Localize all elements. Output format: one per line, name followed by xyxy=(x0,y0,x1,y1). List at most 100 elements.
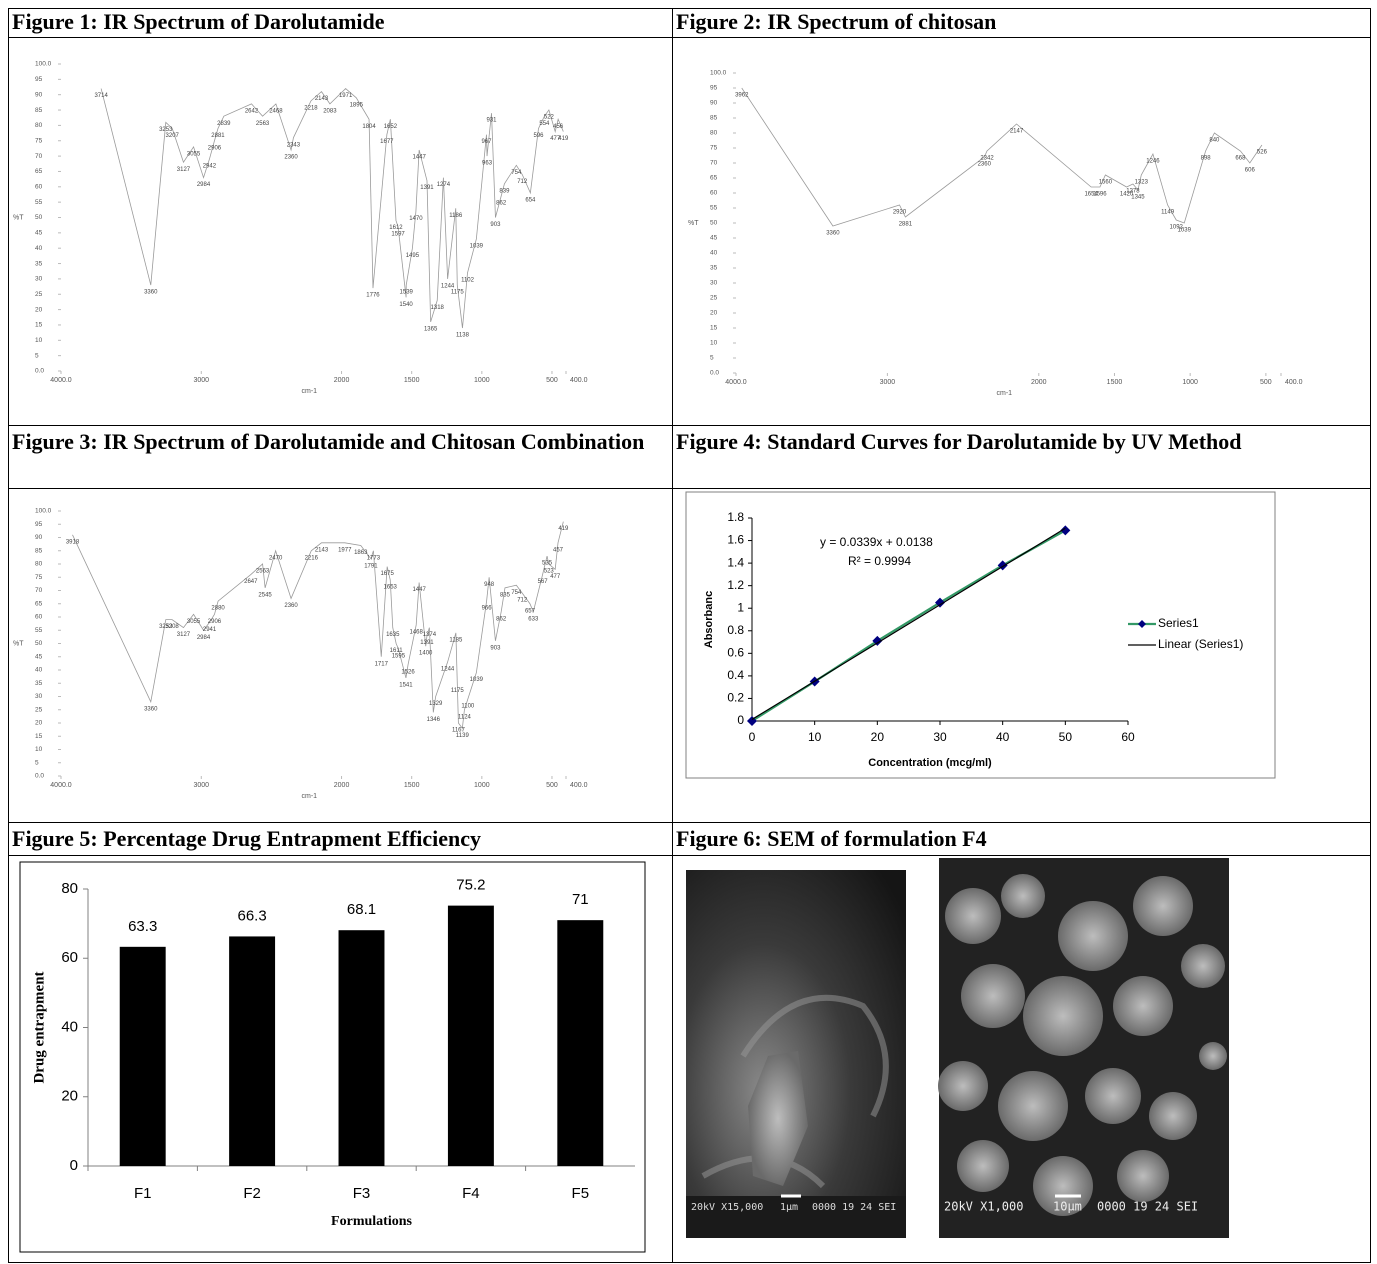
x-tick-label: F2 xyxy=(243,1185,261,1202)
y-tick-label: 20 xyxy=(35,306,43,313)
peak-label: 1539 xyxy=(400,290,414,296)
y-tick-label: 50 xyxy=(35,640,43,647)
y-tick-label: 1.8 xyxy=(727,510,744,524)
peak-label: 963 xyxy=(482,161,493,167)
peak-label: 1329 xyxy=(429,701,443,707)
peak-label: 526 xyxy=(1257,150,1268,156)
bar xyxy=(448,906,494,1166)
ir-spectrum: 0.05101520253035404550556065707580859095… xyxy=(9,38,672,425)
peak-label: 967 xyxy=(481,139,492,145)
y-axis-label: Drug entrapment xyxy=(31,971,47,1083)
peak-label: 2906 xyxy=(208,619,222,625)
x-tick-label: 3000 xyxy=(193,377,209,384)
peak-label: 835 xyxy=(500,592,511,598)
peak-label: 2216 xyxy=(305,555,319,561)
y-tick-label: 35 xyxy=(35,680,43,687)
peak-label: 1652 xyxy=(384,124,398,130)
peak-label: 2839 xyxy=(217,121,231,127)
x-tick-label: 400.0 xyxy=(1285,379,1303,386)
spectrum-line xyxy=(101,89,563,328)
rule xyxy=(1370,8,1371,1263)
peak-label: 1175 xyxy=(451,688,465,694)
spectrum-line xyxy=(742,88,1262,226)
y-tick-label: 95 xyxy=(35,521,43,528)
peak-label: 1541 xyxy=(399,683,413,689)
y-tick-label: 15 xyxy=(35,733,43,740)
peak-label: 1318 xyxy=(431,305,445,311)
peak-label: 535 xyxy=(542,561,553,567)
x-tick-label: 2000 xyxy=(1031,379,1047,386)
peak-label: 1526 xyxy=(401,669,415,675)
x-tick-label: F3 xyxy=(353,1185,371,1202)
peak-label: 606 xyxy=(1245,168,1256,174)
peak-label: 2343 xyxy=(287,142,301,148)
peak-label: 840 xyxy=(1209,138,1220,144)
y-tick-label: 0 xyxy=(737,713,744,727)
y-tick-label: 85 xyxy=(35,107,43,114)
x-tick-label: 2000 xyxy=(334,782,350,789)
x-tick-label: 30 xyxy=(933,730,947,744)
peak-label: 1447 xyxy=(412,155,426,161)
peak-label: 2920 xyxy=(893,210,907,216)
bar xyxy=(229,936,275,1166)
sem-scale: 10µm xyxy=(1053,1200,1082,1214)
caption: Figure 6: SEM of formulation F4 xyxy=(676,824,1356,854)
peak-label: 754 xyxy=(511,170,522,176)
peak-label: 1100 xyxy=(461,704,475,710)
y-tick-label: 10 xyxy=(35,337,43,344)
peak-label: 1468 xyxy=(410,630,424,636)
annotation: y = 0.0339x + 0.0138 xyxy=(820,535,933,549)
value-label: 63.3 xyxy=(128,918,157,935)
peak-label: 2563 xyxy=(256,121,270,127)
y-tick-label: 35 xyxy=(710,265,718,272)
peak-label: 2984 xyxy=(197,182,211,188)
y-tick-label: 80 xyxy=(61,880,78,897)
peak-label: 1124 xyxy=(458,714,472,720)
peak-label: 3918 xyxy=(66,539,80,545)
y-tick-label: 90 xyxy=(35,91,43,98)
peak-label: 654 xyxy=(525,198,536,204)
caption: Figure 1: IR Spectrum of Darolutamide xyxy=(12,7,662,37)
peak-label: 596 xyxy=(533,133,544,139)
peak-label: 2360 xyxy=(284,603,298,609)
y-tick-label: 25 xyxy=(710,295,718,302)
y-tick-label: 60 xyxy=(710,190,718,197)
peak-label: 2984 xyxy=(197,635,211,641)
peak-label: 1039 xyxy=(1178,228,1192,234)
y-tick-label: 0.8 xyxy=(727,623,744,637)
peak-label: 1540 xyxy=(399,302,413,308)
peak-label: 712 xyxy=(517,179,528,185)
x-tick-label: 1000 xyxy=(1182,379,1198,386)
peak-label: 2941 xyxy=(203,627,217,633)
x-tick-label: 4000.0 xyxy=(50,377,72,384)
peak-label: 1274 xyxy=(437,182,451,188)
y-tick-label: 10 xyxy=(35,746,43,753)
y-tick-label: 0.2 xyxy=(727,691,744,705)
x-axis-label: cm-1 xyxy=(997,390,1013,397)
peak-label: 1677 xyxy=(380,139,394,145)
bar xyxy=(120,947,166,1166)
x-tick-label: 40 xyxy=(996,730,1010,744)
y-tick-label: 75 xyxy=(35,574,43,581)
peak-label: 554 xyxy=(539,121,550,127)
y-tick-label: 45 xyxy=(35,230,43,237)
y-tick-label: 0.0 xyxy=(35,773,44,780)
uv-chart: 00.20.40.60.811.21.41.61.80102030405060A… xyxy=(673,489,1370,822)
x-axis-label: Concentration (mcg/ml) xyxy=(868,757,992,769)
peak-label: 1185 xyxy=(449,637,463,643)
y-tick-label: 80 xyxy=(35,561,43,568)
peak-label: 419 xyxy=(558,136,569,142)
y-tick-label: 55 xyxy=(35,199,43,206)
peak-label: 457 xyxy=(553,547,564,553)
peak-label: 1804 xyxy=(362,124,376,130)
peak-label: 2143 xyxy=(315,547,329,553)
y-tick-label: 0.4 xyxy=(727,668,744,682)
y-tick-label: 85 xyxy=(35,547,43,554)
peak-label: 2647 xyxy=(244,579,258,585)
peak-label: 3207 xyxy=(166,133,180,139)
y-tick-label: 5 xyxy=(710,355,714,362)
peak-label: 668 xyxy=(1235,156,1246,162)
y-tick-label: 1 xyxy=(737,600,744,614)
y-tick-label: 5 xyxy=(35,352,39,359)
peak-label: 1773 xyxy=(367,555,381,561)
